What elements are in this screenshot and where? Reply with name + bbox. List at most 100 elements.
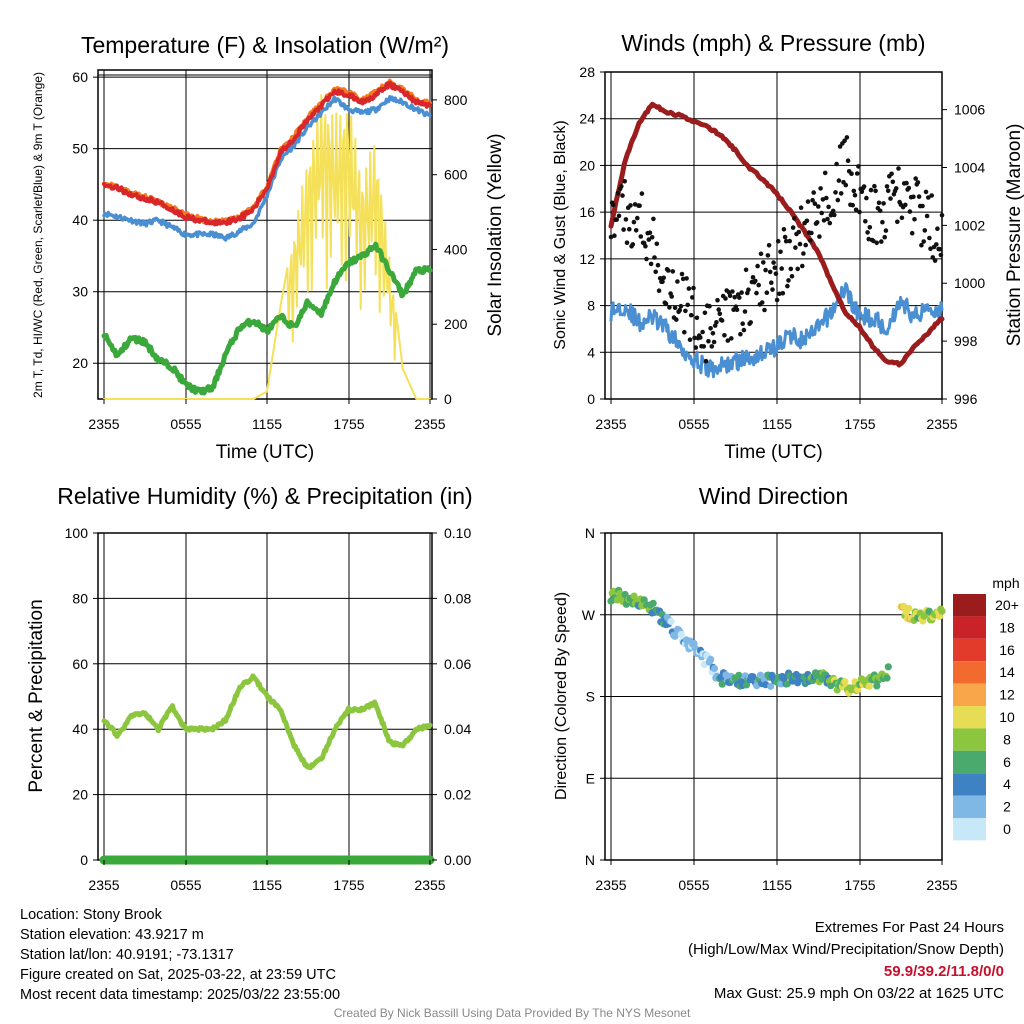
gust-point	[694, 315, 700, 321]
gust-point	[904, 180, 909, 186]
gust-point	[739, 290, 744, 295]
colorbar-swatch-6	[953, 728, 986, 751]
gust-point	[822, 170, 828, 176]
gust-point	[888, 196, 893, 201]
colorbar-swatch-7	[953, 750, 986, 774]
sonic-wind-line	[609, 282, 944, 379]
gust-point	[800, 263, 805, 269]
gust-point	[779, 266, 784, 271]
gust-point	[679, 271, 685, 277]
rh-ytick-right-label-5: 0.10	[444, 525, 471, 541]
td-series	[101, 241, 433, 396]
gust-point	[890, 179, 896, 185]
gust-point	[633, 228, 639, 233]
gust-point	[867, 225, 873, 230]
gust-point	[637, 203, 642, 208]
gust-point	[790, 225, 796, 230]
wind-ytick-label-1: 4	[587, 344, 595, 360]
gust-point	[769, 280, 774, 286]
gust-point	[836, 178, 842, 183]
gust-point	[856, 164, 861, 169]
gust-point	[834, 161, 839, 167]
gust-point	[627, 226, 632, 232]
direction-point	[667, 617, 675, 626]
gust-point	[703, 358, 709, 364]
gust-point	[656, 288, 662, 294]
colorbar-label-8: 4	[1003, 776, 1011, 792]
rh-ytick-label-3: 60	[72, 656, 88, 672]
gust-point	[692, 335, 697, 341]
dir-xtick-label-0: 2355	[595, 877, 626, 893]
gust-point	[661, 275, 666, 281]
gust-point	[635, 215, 640, 221]
gust-point	[796, 229, 802, 235]
direction-point	[649, 599, 657, 607]
station-elevation: Station elevation: 43.9217 m	[20, 927, 204, 943]
rh-ytick-label-0: 0	[80, 852, 88, 868]
direction-point	[884, 663, 892, 671]
gust-point	[781, 227, 787, 232]
wind-ytick-right-label-1: 998	[954, 333, 978, 349]
direction-point	[865, 682, 873, 690]
gust-point	[698, 335, 703, 340]
temp-ytick-right-label-1: 200	[444, 316, 468, 332]
colorbar-label-5: 10	[999, 709, 1015, 725]
temp-ytick-label-1: 30	[72, 284, 88, 300]
temp-ylabel: 2m T, Td, HI/WC (Red, Green, Scarlet/Blu…	[31, 72, 45, 398]
rh-ytick-label-5: 100	[65, 525, 89, 541]
gust-point	[825, 216, 830, 222]
gust-point	[748, 320, 753, 325]
rh-ytick-right-label-4: 0.08	[444, 590, 471, 606]
gust-point	[912, 217, 917, 222]
rh-xtick-label-0: 2355	[88, 877, 119, 893]
wind-xtick-label-1: 0555	[678, 416, 709, 432]
gust-point	[830, 208, 836, 214]
temp-ytick-label-3: 50	[72, 141, 88, 157]
direction-point	[841, 678, 849, 686]
gust-point	[746, 287, 751, 293]
gust-point	[708, 326, 713, 331]
dir-ytick-label-2: S	[586, 689, 595, 705]
credit-line: Created By Nick Bassill Using Data Provi…	[333, 1006, 691, 1020]
gust-point	[740, 321, 745, 327]
gust-point	[754, 290, 759, 296]
gust-point	[930, 255, 936, 260]
gust-point	[849, 171, 854, 176]
gust-point	[868, 187, 874, 193]
gust-point	[798, 205, 804, 210]
gust-point	[711, 339, 717, 345]
gust-point	[865, 230, 870, 235]
gust-point	[777, 291, 782, 297]
station-latlon: Station lat/lon: 40.9191; -73.1317	[20, 947, 234, 963]
gust-point	[804, 218, 810, 224]
gust-point	[644, 256, 649, 262]
gust-point	[923, 189, 929, 195]
gust-point	[710, 331, 716, 336]
gust-point	[750, 275, 756, 280]
recent-data-timestamp: Most recent data timestamp: 2025/03/22 2…	[20, 987, 341, 1003]
wind-ytick-right-label-2: 1000	[954, 275, 985, 291]
gust-point	[622, 179, 627, 184]
gust-point	[753, 278, 758, 284]
direction-point	[938, 607, 946, 615]
wind-ytick-label-2: 8	[587, 298, 595, 314]
gust-point	[924, 213, 930, 219]
gust-point	[909, 230, 915, 236]
wind-ytick-label-0: 0	[587, 391, 595, 407]
gust-point	[755, 263, 760, 269]
gust-point	[628, 203, 633, 208]
gust-point	[788, 266, 794, 272]
gust-point	[787, 238, 792, 244]
dir-ytick-label-1: E	[586, 770, 595, 786]
colorbar-label-3: 14	[999, 664, 1015, 680]
gust-point	[819, 210, 824, 216]
gust-point	[816, 204, 821, 209]
gust-point	[729, 336, 734, 341]
gust-point	[612, 233, 617, 238]
colorbar-swatch-10	[953, 818, 986, 841]
gust-point	[670, 269, 676, 274]
gust-point	[730, 289, 735, 294]
gust-point	[743, 267, 749, 273]
gust-point	[727, 293, 733, 299]
gust-point	[660, 279, 665, 285]
